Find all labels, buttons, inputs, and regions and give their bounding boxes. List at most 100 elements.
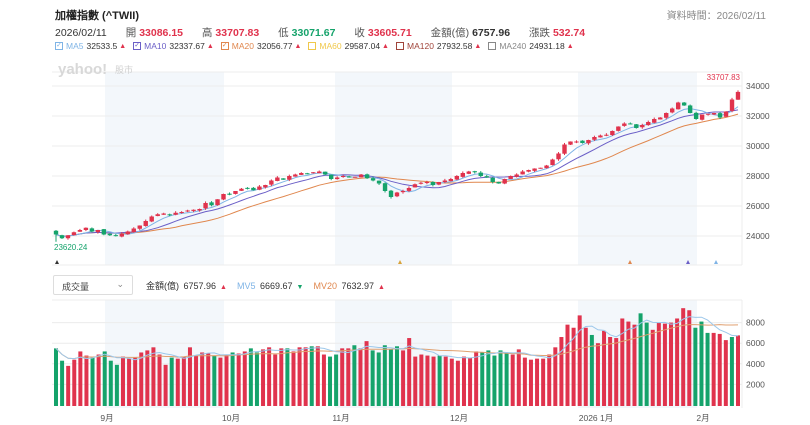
candle-body	[131, 228, 136, 233]
candle-body	[113, 235, 119, 237]
event-marker-icon	[628, 260, 632, 264]
ma-legend: ✓ MA5 32533.5 ▲ ✓ MA10 32337.67 ▲ ✓ MA20 32056.77 ▲…	[55, 41, 581, 51]
volume-bar	[376, 352, 381, 406]
volume-bar	[547, 354, 552, 406]
mv5-line	[55, 316, 739, 361]
volume-bar	[346, 348, 351, 406]
volume-bar	[370, 350, 375, 406]
volume-bar	[395, 346, 399, 406]
checkbox-icon[interactable]	[488, 42, 497, 50]
candle-body	[352, 176, 358, 178]
candle-body	[364, 174, 370, 179]
candle-body	[675, 102, 681, 110]
month-band	[578, 300, 697, 408]
candle-body	[628, 123, 633, 125]
candle-body	[699, 114, 705, 120]
candle-body	[634, 124, 639, 128]
volume-bar	[480, 352, 485, 406]
ma-value: 32056.77	[256, 41, 293, 51]
volume-bar	[723, 340, 728, 406]
candle-body	[191, 209, 196, 211]
month-axis-label: 9月	[100, 413, 113, 423]
ma-legend-item-ma5[interactable]: ✓ MA5 32533.5 ▲	[55, 41, 126, 51]
candle-body	[586, 140, 591, 144]
volume-bar	[187, 347, 192, 406]
triangle-up-icon: ▲	[294, 42, 302, 50]
triangle-down-icon: ▼	[296, 284, 304, 291]
triangle-up-icon: ▲	[220, 284, 227, 291]
volume-bar	[644, 322, 649, 406]
triangle-up-icon: ▲	[474, 42, 482, 50]
ma-legend-item-ma20[interactable]: ✓ MA20 32056.77 ▲	[220, 41, 302, 51]
volume-bar	[595, 343, 600, 406]
volume-bar	[681, 308, 686, 406]
volume-bar	[492, 355, 497, 406]
candle-body	[598, 135, 603, 138]
price-axis-label: 26000	[746, 201, 770, 211]
volume-axis-label: 2000	[746, 379, 765, 389]
candle-body	[616, 126, 621, 131]
data-time-label: 資料時間：2026/02/11	[666, 11, 766, 22]
volume-bar	[504, 353, 509, 406]
volume-bar	[206, 353, 211, 406]
volume-legend-value: 6757.96	[183, 281, 217, 291]
volume-bar	[565, 324, 570, 406]
volume-bar	[388, 349, 393, 406]
candle-body	[418, 182, 424, 184]
volume-bar	[431, 356, 436, 406]
volume-bar	[401, 350, 406, 406]
candle-body	[610, 131, 615, 136]
candle-body	[287, 176, 292, 180]
ma-name: MA60	[319, 41, 342, 51]
volume-bar	[212, 355, 217, 406]
candle-body	[640, 125, 645, 128]
volume-bar	[285, 348, 290, 406]
event-marker-icon	[398, 260, 402, 264]
checkbox-icon[interactable]: ✓	[220, 42, 229, 50]
open-value: 33086.15	[139, 27, 183, 39]
candle-body	[723, 111, 729, 117]
volume-bar	[279, 348, 284, 406]
volume-bar	[254, 352, 259, 406]
volume-bar	[84, 355, 89, 406]
checkbox-icon[interactable]	[395, 42, 404, 50]
volume-bar	[157, 354, 162, 406]
volume-bar	[474, 351, 479, 406]
checkbox-icon[interactable]	[308, 42, 317, 50]
candle-body	[370, 178, 376, 181]
candle-body	[382, 183, 388, 191]
volume-bar	[96, 354, 101, 406]
checkbox-icon[interactable]: ✓	[55, 42, 63, 50]
candle-body	[167, 214, 172, 216]
ma-legend-item-ma10[interactable]: ✓ MA10 32337.67 ▲	[133, 41, 214, 51]
candle-body	[185, 210, 190, 212]
volume-bar	[261, 349, 266, 406]
candle-body	[574, 141, 579, 143]
ma-legend-item-ma240[interactable]: MA240 24931.18 ▲	[488, 41, 574, 51]
ma-legend-item-ma120[interactable]: MA120 27932.58 ▲	[395, 41, 482, 51]
ma-value: 24931.18	[529, 41, 565, 51]
change-label: 漲跌	[528, 27, 550, 39]
change-value: 532.74	[552, 27, 586, 39]
price-axis-label: 30000	[746, 141, 770, 151]
volume-indicator-select[interactable]: 成交量 ⌄	[53, 275, 133, 295]
volume-bar	[486, 350, 491, 406]
volume-bar	[608, 337, 613, 406]
month-axis-label: 11月	[332, 413, 349, 423]
volume-bar	[461, 356, 466, 406]
low-value: 33071.67	[291, 27, 336, 39]
candle-body	[526, 170, 531, 172]
amount-value: 6757.96	[472, 27, 511, 39]
checkbox-icon[interactable]: ✓	[133, 42, 142, 50]
candle-body	[514, 174, 519, 177]
candle-body	[729, 99, 735, 111]
candle-body	[263, 185, 268, 188]
ma-legend-item-ma60[interactable]: MA60 29587.04 ▲	[308, 41, 389, 51]
volume-bar	[291, 351, 296, 406]
candle-body	[669, 108, 675, 113]
open-label: 開	[125, 27, 137, 39]
candle-body	[400, 191, 406, 193]
volume-bar	[181, 356, 186, 406]
volume-bar	[553, 347, 558, 406]
